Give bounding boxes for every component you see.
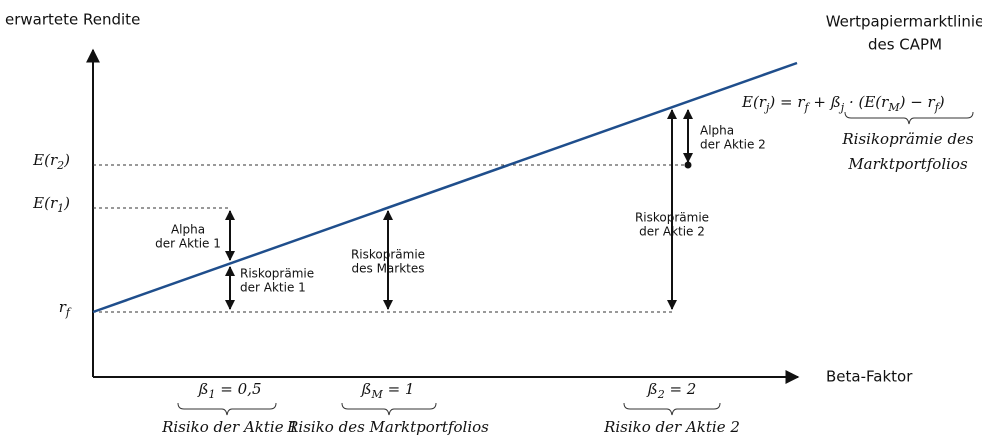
subscript: 1 xyxy=(57,202,64,215)
brace xyxy=(341,402,437,416)
text-part: ) xyxy=(63,151,70,169)
subscript: M xyxy=(887,101,900,114)
y-label: E(r1) xyxy=(32,194,70,215)
text-part: ß xyxy=(360,380,372,398)
brace xyxy=(623,402,721,416)
subscript: 1 xyxy=(209,388,216,401)
text-part: = 2 xyxy=(665,380,697,398)
text-part: r xyxy=(59,298,67,316)
annotation: Riskoprämie xyxy=(351,248,425,262)
text-part: E(r xyxy=(741,93,767,111)
beta-caption: Risiko der Aktie 1 xyxy=(161,418,298,436)
annotation: des Marktes xyxy=(352,262,425,276)
y-axis-label: erwartete Rendite xyxy=(5,11,140,29)
text-part: ß xyxy=(646,380,658,398)
brace-label: Risikoprämie des xyxy=(841,130,974,148)
line-label: Wertpapiermarktlinie xyxy=(826,13,982,31)
text-part: = 0,5 xyxy=(216,380,262,398)
text-part: E(r xyxy=(32,151,58,169)
subscript: 2 xyxy=(56,159,64,172)
subscript: f xyxy=(934,101,941,114)
line-label: des CAPM xyxy=(868,36,942,54)
brace xyxy=(177,402,277,416)
text-part: E(r xyxy=(32,194,58,212)
annotation: der Aktie 2 xyxy=(700,138,766,152)
formula: E(rj) = rf + ßj · (E(rM) − rf) xyxy=(741,93,945,114)
subscript: f xyxy=(65,306,72,319)
annotation: der Aktie 1 xyxy=(155,237,221,251)
point xyxy=(684,161,692,169)
beta-label: ß1 = 0,5 xyxy=(197,380,262,401)
text-part: ) xyxy=(938,93,945,111)
text-part: + ß xyxy=(809,93,841,111)
brace-label: Marktportfolios xyxy=(847,155,968,173)
text-part: · (E(r xyxy=(844,93,889,111)
annotation: der Aktie 1 xyxy=(240,281,306,295)
beta-caption: Risiko des Marktportfolios xyxy=(286,418,489,436)
annotation: Alpha xyxy=(700,124,734,138)
beta-label: ß2 = 2 xyxy=(646,380,697,401)
beta-caption: Risiko der Aktie 2 xyxy=(603,418,740,436)
security-market-line xyxy=(92,61,798,314)
subscript: M xyxy=(371,388,384,401)
annotation: Alpha xyxy=(171,223,205,237)
subscript: j xyxy=(763,101,770,114)
text-part: ) = r xyxy=(768,93,805,111)
text-part: ß xyxy=(197,380,209,398)
beta-label: ßM = 1 xyxy=(360,380,415,401)
subscript: f xyxy=(804,101,811,114)
y-label: rf xyxy=(59,298,72,319)
subscript: 2 xyxy=(657,388,665,401)
subscript: j xyxy=(838,101,845,114)
y-label: E(r2) xyxy=(32,151,70,172)
annotation: Riskoprämie xyxy=(635,211,709,225)
x-axis-label: Beta-Faktor xyxy=(826,368,913,386)
text-part: = 1 xyxy=(383,380,415,398)
annotation: der Aktie 2 xyxy=(639,225,705,239)
brace xyxy=(844,111,974,125)
text-part: ) − r xyxy=(899,93,936,111)
annotation: Riskoprämie xyxy=(240,267,314,281)
text-part: ) xyxy=(63,194,70,212)
